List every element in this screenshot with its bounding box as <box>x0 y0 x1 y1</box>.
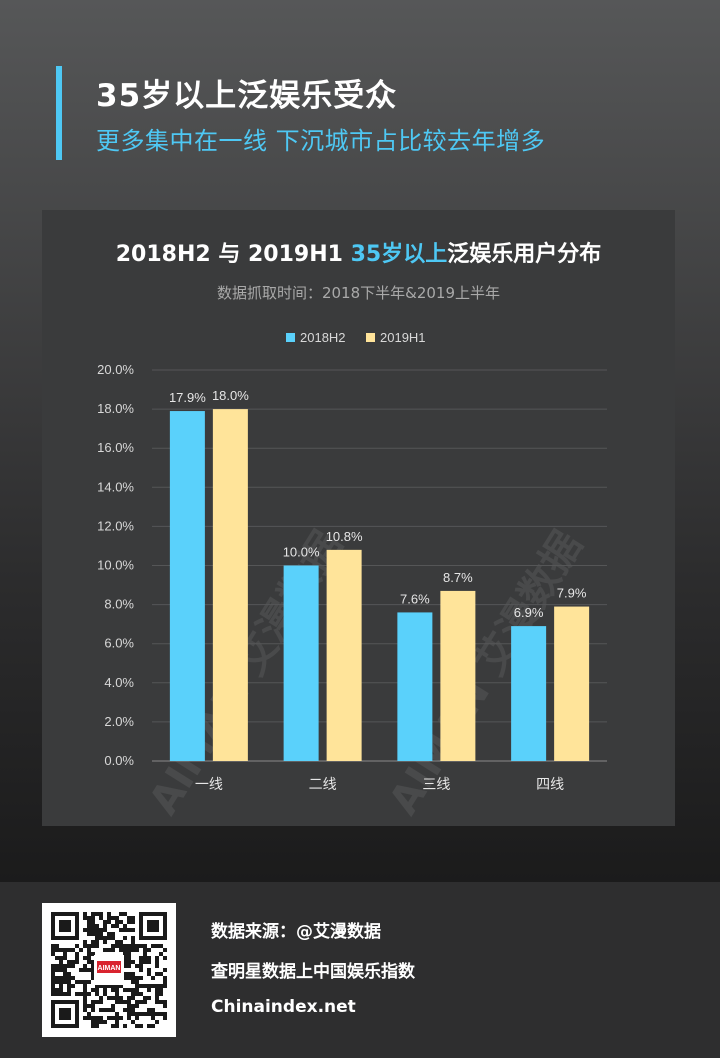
bar <box>511 626 547 761</box>
data-label: 17.9% <box>169 390 206 405</box>
website-link[interactable]: Chinaindex.net <box>211 997 356 1017</box>
y-tick-label: 4.0% <box>104 675 134 690</box>
data-label: 10.0% <box>283 545 320 560</box>
x-tick-label: 四线 <box>536 777 564 793</box>
bar <box>440 590 476 761</box>
y-tick-label: 6.0% <box>104 636 134 651</box>
bar-chart: AIMAN 艾漫数据AIMAN 艾漫数据0.0%2.0%4.0%6.0%8.0%… <box>97 330 607 823</box>
y-tick-label: 12.0% <box>97 518 134 533</box>
qr-code-image: AIMAN <box>51 912 167 1028</box>
footer: AIMAN 数据来源：@艾漫数据 查明星数据上中国娱乐指数 Chinaindex… <box>0 882 720 1058</box>
legend-label: 2019H1 <box>380 330 426 345</box>
bar <box>212 409 248 761</box>
data-source-text: 数据来源：@艾漫数据 <box>211 922 381 942</box>
qr-finder <box>59 920 71 932</box>
data-label: 18.0% <box>212 388 249 403</box>
legend-swatch <box>366 333 375 342</box>
slogan-text: 查明星数据上中国娱乐指数 <box>211 962 415 982</box>
x-tick-label: 一线 <box>195 777 223 793</box>
data-label: 6.9% <box>514 605 544 620</box>
y-tick-label: 16.0% <box>97 440 134 455</box>
y-tick-label: 20.0% <box>97 362 134 377</box>
chart-title-suffix: 泛娱乐用户分布 <box>447 242 602 267</box>
bar <box>283 565 319 761</box>
legend-label: 2018H2 <box>300 330 346 345</box>
chart-title-prefix: 2018H2 与 2019H1 <box>115 242 351 267</box>
qr-modules <box>51 912 167 1028</box>
bar <box>326 549 362 761</box>
page-subtitle: 更多集中在一线 下沉城市占比较去年增多 <box>96 127 546 155</box>
qr-code[interactable]: AIMAN <box>42 903 176 1037</box>
bar <box>169 411 205 761</box>
y-tick-label: 8.0% <box>104 597 134 612</box>
y-tick-label: 14.0% <box>97 479 134 494</box>
y-tick-label: 18.0% <box>97 401 134 416</box>
qr-finder <box>59 1008 71 1020</box>
qr-logo-text: AIMAN <box>98 965 121 972</box>
qr-logo <box>97 961 121 973</box>
title-accent-bar <box>56 66 62 160</box>
page-title: 35岁以上泛娱乐受众 <box>96 78 398 114</box>
x-tick-label: 三线 <box>422 777 450 793</box>
y-tick-label: 0.0% <box>104 753 134 768</box>
data-label: 7.6% <box>400 591 430 606</box>
data-label: 7.9% <box>557 586 587 601</box>
data-label: 10.8% <box>326 529 363 544</box>
y-tick-label: 2.0% <box>104 714 134 729</box>
chart-panel: 2018H2 与 2019H1 35岁以上泛娱乐用户分布 数据抓取时间：2018… <box>42 210 675 826</box>
x-tick-label: 二线 <box>309 777 337 793</box>
y-tick-label: 10.0% <box>97 558 134 573</box>
data-label: 8.7% <box>443 570 473 585</box>
legend-swatch <box>286 333 295 342</box>
chart-title: 2018H2 与 2019H1 35岁以上泛娱乐用户分布 <box>42 236 675 268</box>
bar <box>554 606 590 761</box>
chart-title-highlight: 35岁以上 <box>350 242 448 267</box>
bar <box>397 612 433 761</box>
qr-finder <box>147 920 159 932</box>
chart-subtitle: 数据抓取时间：2018下半年&2019上半年 <box>216 284 501 302</box>
